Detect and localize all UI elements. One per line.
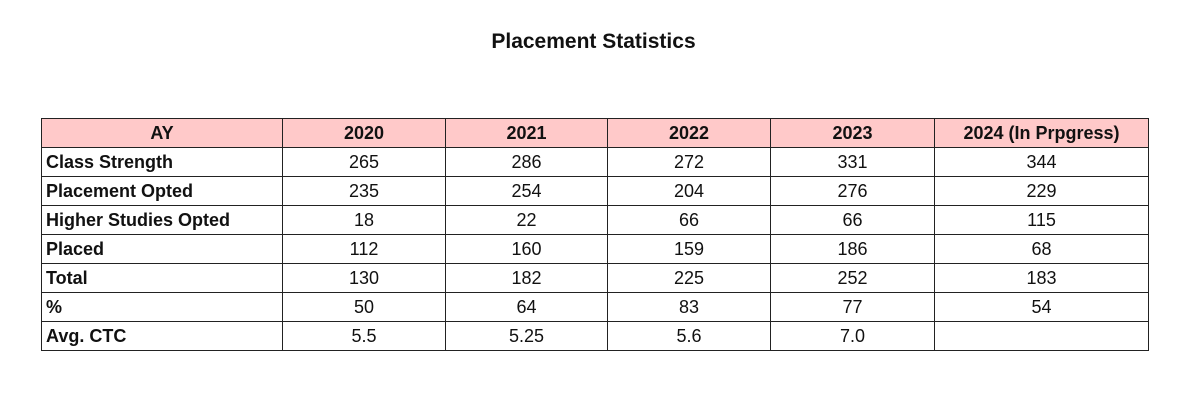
cell: 54 xyxy=(934,292,1149,322)
row-label: Higher Studies Opted xyxy=(41,205,283,235)
row-label: Total xyxy=(41,263,283,293)
table-row: Class Strength 265 286 272 331 344 xyxy=(41,147,1149,177)
table-header: AY 2020 2021 2022 2023 2024 (In Prpgress) xyxy=(41,118,1149,148)
row-label: Placement Opted xyxy=(41,176,283,206)
cell: 252 xyxy=(770,263,935,293)
cell: 130 xyxy=(282,263,446,293)
column-header: 2020 xyxy=(282,118,446,148)
cell: 18 xyxy=(282,205,446,235)
cell: 160 xyxy=(445,234,608,264)
table-body: Class Strength 265 286 272 331 344 Placement O… xyxy=(41,147,1149,351)
cell: 5.25 xyxy=(445,321,608,351)
table-row: Placement Opted 235 254 204 276 229 xyxy=(41,176,1149,206)
cell: 77 xyxy=(770,292,935,322)
table-row: % 50 64 83 77 54 xyxy=(41,292,1149,322)
cell: 5.6 xyxy=(607,321,771,351)
column-header: AY xyxy=(41,118,283,148)
cell: 204 xyxy=(607,176,771,206)
column-header: 2023 xyxy=(770,118,935,148)
cell: 182 xyxy=(445,263,608,293)
cell: 68 xyxy=(934,234,1149,264)
header-row: AY 2020 2021 2022 2023 2024 (In Prpgress) xyxy=(41,118,1149,148)
row-label: Avg. CTC xyxy=(41,321,283,351)
cell: 183 xyxy=(934,263,1149,293)
column-header: 2024 (In Prpgress) xyxy=(934,118,1149,148)
cell: 50 xyxy=(282,292,446,322)
row-label: Class Strength xyxy=(41,147,283,177)
table-row: Higher Studies Opted 18 22 66 66 115 xyxy=(41,205,1149,235)
row-label: % xyxy=(41,292,283,322)
cell: 272 xyxy=(607,147,771,177)
cell: 159 xyxy=(607,234,771,264)
column-header: 2022 xyxy=(607,118,771,148)
cell: 22 xyxy=(445,205,608,235)
column-header: 2021 xyxy=(445,118,608,148)
cell: 66 xyxy=(607,205,771,235)
cell: 229 xyxy=(934,176,1149,206)
row-label: Placed xyxy=(41,234,283,264)
table-row: Avg. CTC 5.5 5.25 5.6 7.0 xyxy=(41,321,1149,351)
statistics-table: AY 2020 2021 2022 2023 2024 (In Prpgress) Cla… xyxy=(41,118,1149,351)
cell: 66 xyxy=(770,205,935,235)
cell: 235 xyxy=(282,176,446,206)
cell: 186 xyxy=(770,234,935,264)
page-title: Placement Statistics xyxy=(491,30,696,53)
cell: 265 xyxy=(282,147,446,177)
cell: 276 xyxy=(770,176,935,206)
cell: 7.0 xyxy=(770,321,935,351)
cell: 83 xyxy=(607,292,771,322)
table-row: Total 130 182 225 252 183 xyxy=(41,263,1149,293)
cell: 286 xyxy=(445,147,608,177)
cell: 331 xyxy=(770,147,935,177)
cell: 225 xyxy=(607,263,771,293)
cell: 112 xyxy=(282,234,446,264)
cell: 5.5 xyxy=(282,321,446,351)
empty-cell xyxy=(934,321,1149,351)
cell: 344 xyxy=(934,147,1149,177)
table-row: Placed 112 160 159 186 68 xyxy=(41,234,1149,264)
cell: 115 xyxy=(934,205,1149,235)
cell: 254 xyxy=(445,176,608,206)
cell: 64 xyxy=(445,292,608,322)
